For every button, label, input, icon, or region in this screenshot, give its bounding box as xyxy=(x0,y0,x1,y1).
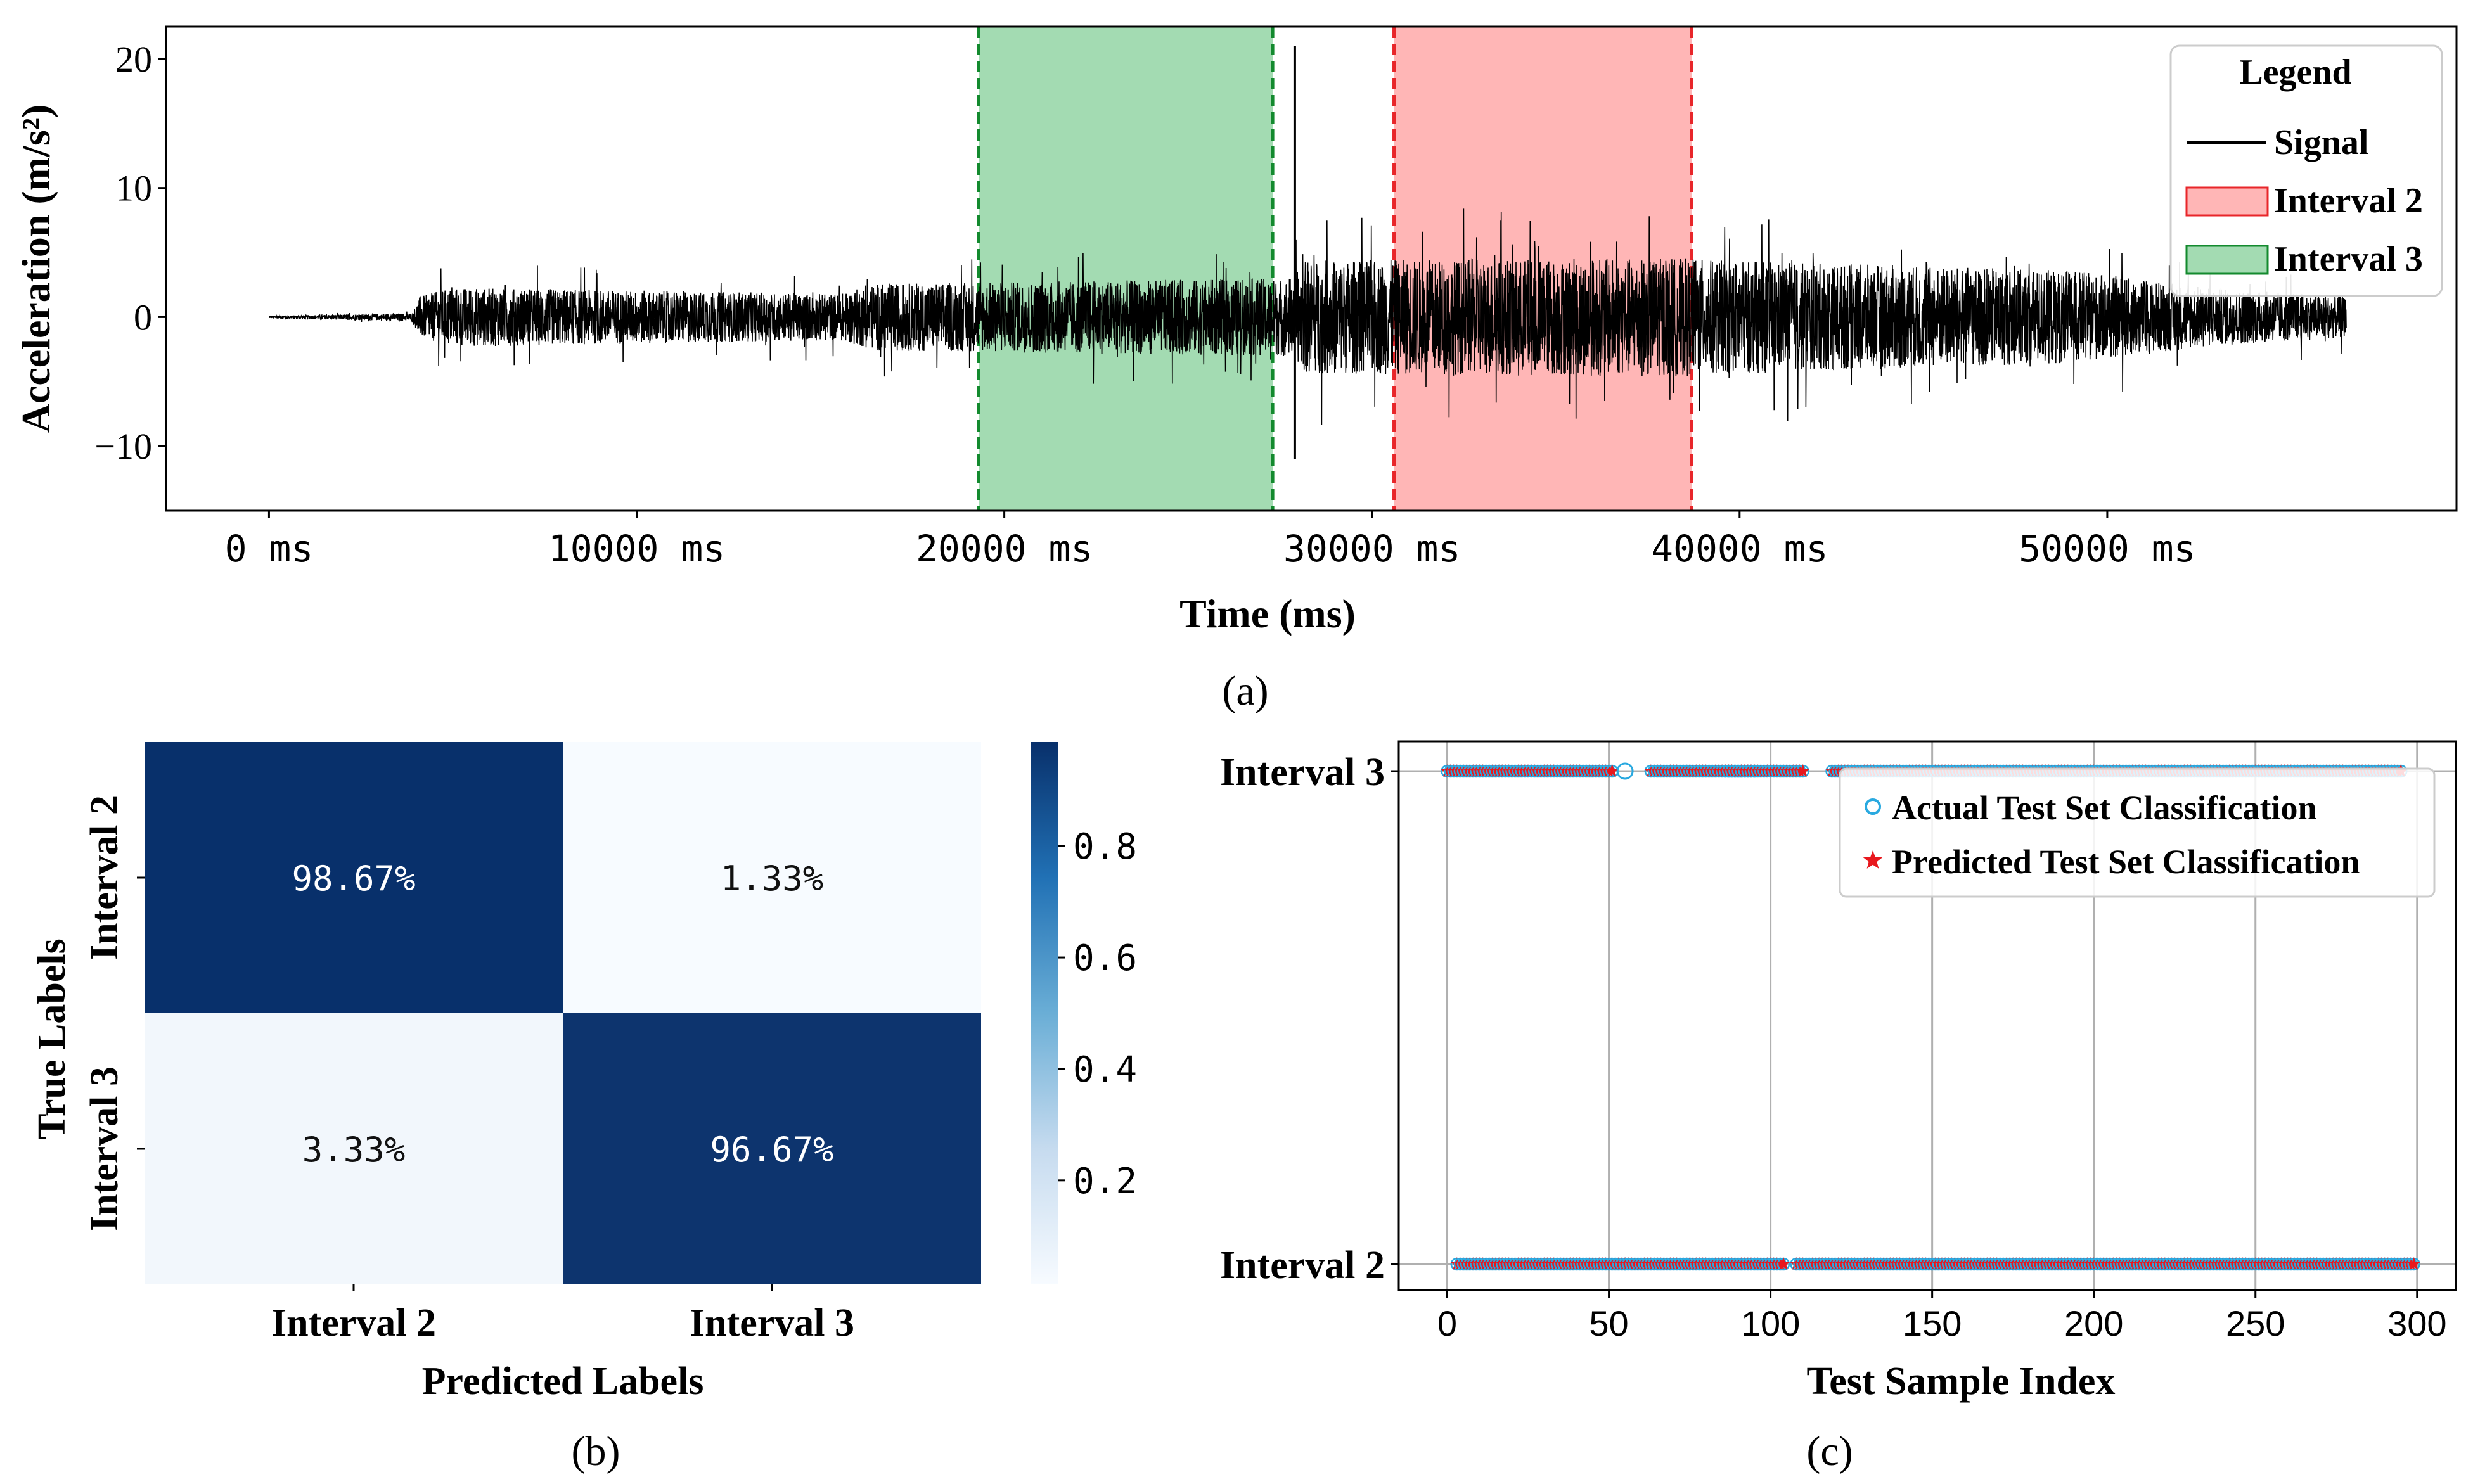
colorbar-ticks: 0.8 0.6 0.4 0.2 xyxy=(1058,826,1137,1202)
y-category-labels-b: Interval 2 Interval 3 xyxy=(83,795,145,1231)
heatmap-cell-label: 1.33% xyxy=(721,859,824,899)
x-axis-label-a: Time (ms) xyxy=(1179,591,1356,636)
legend-box xyxy=(2169,44,2443,297)
heatmap-cell-label: 98.67% xyxy=(292,859,415,899)
actual-point-outlier xyxy=(1616,762,1634,780)
interval-bands xyxy=(977,27,1693,511)
colorbar-tick-label: 0.2 xyxy=(1073,1161,1137,1202)
heatmap-cell xyxy=(563,1013,981,1284)
heatmap-cells: 98.67% 1.33% 3.33% 96.67% xyxy=(145,742,981,1284)
heatmap-cell xyxy=(563,742,981,1013)
predicted-point xyxy=(1605,764,1619,777)
x-tick-label-a: 40000 ms xyxy=(1651,527,1828,570)
colorbar xyxy=(1031,742,1058,1284)
legend-item-interval-2: Interval 2 xyxy=(2274,181,2423,221)
legend-c-box xyxy=(1839,767,2436,898)
y-tick-label-a: 0 xyxy=(134,297,152,338)
legend-item-predicted: Predicted Test Set Classification xyxy=(1892,843,2360,881)
y-category-labels-c: Interval 2 Interval 3 xyxy=(1220,751,1399,1287)
heatmap-cell xyxy=(145,1013,563,1284)
legend-a: Legend Signal Interval 2 Interval 3 xyxy=(2169,44,2443,297)
x-tick-label-c: 200 xyxy=(2064,1303,2123,1343)
plot-frame-a xyxy=(165,25,2458,512)
legend-item-actual: Actual Test Set Classification xyxy=(1892,789,2317,827)
heatmap-cell xyxy=(145,742,563,1013)
legend-interval-2-swatch xyxy=(2185,186,2269,217)
predicted-point xyxy=(1796,764,1810,777)
x-axis-label-b: Predicted Labels xyxy=(422,1360,704,1403)
caption-c: (c) xyxy=(1806,1428,1853,1474)
y-category-label-b: Interval 2 xyxy=(83,795,126,960)
y-category-label-c: Interval 2 xyxy=(1220,1244,1385,1287)
y-category-label-b: Interval 3 xyxy=(83,1066,126,1231)
y-tick-label-a: 10 xyxy=(115,168,152,209)
x-tick-label-c: 300 xyxy=(2387,1303,2446,1343)
x-tick-label-c: 250 xyxy=(2226,1303,2285,1343)
x-tick-label-c: 100 xyxy=(1741,1303,1800,1343)
legend-c: Actual Test Set Classification Predicted… xyxy=(1839,767,2436,898)
x-tick-label-a: 30000 ms xyxy=(1283,527,1460,570)
signal-trace xyxy=(269,46,2347,459)
x-category-label-b: Interval 3 xyxy=(690,1302,854,1345)
caption-b: (b) xyxy=(572,1428,620,1474)
y-axis-ticks-a: 20 10 0 −10 xyxy=(94,39,166,467)
predicted-point xyxy=(2407,1257,2421,1270)
y-axis-label-b: True Labels xyxy=(30,938,74,1139)
y-axis-label-a: Acceleration (m/s²) xyxy=(13,105,58,433)
x-axis-ticks-c: 0 50 100 150 200 250 300 xyxy=(1437,1290,2447,1343)
panel-a-signal-chart: 20 10 0 −10 0 ms 10000 ms 20000 ms 30000 ms 400… xyxy=(13,25,2458,714)
x-tick-label-a: 10000 ms xyxy=(548,527,725,570)
legend-star-shape xyxy=(1863,850,1883,869)
legend-actual-marker xyxy=(1865,798,1881,815)
colorbar-tick-label: 0.8 xyxy=(1073,826,1137,867)
interval-band xyxy=(1394,27,1692,511)
x-tick-label-a: 20000 ms xyxy=(916,527,1093,570)
legend-predicted-marker xyxy=(1863,850,1883,869)
legend-item-interval-3: Interval 3 xyxy=(2274,240,2423,279)
y-tick-label-a: −10 xyxy=(94,426,152,467)
x-tick-label-c: 50 xyxy=(1589,1303,1628,1343)
signal-line xyxy=(269,208,2347,425)
x-axis-label-c: Test Sample Index xyxy=(1807,1360,2116,1403)
colorbar-tick-label: 0.4 xyxy=(1073,1049,1137,1091)
caption-a: (a) xyxy=(1222,668,1268,714)
interval-band xyxy=(979,27,1273,511)
plot-frame-c xyxy=(1397,740,2457,1291)
x-category-label-b: Interval 2 xyxy=(271,1302,436,1345)
y-tick-label-a: 20 xyxy=(115,39,152,80)
predicted-point xyxy=(1776,1257,1790,1270)
legend-title: Legend xyxy=(2239,53,2351,92)
x-tick-label-c: 150 xyxy=(1903,1303,1962,1343)
heatmap-cell-label: 3.33% xyxy=(302,1130,406,1170)
panel-b-confusion-matrix: 98.67% 1.33% 3.33% 96.67% 0.8 0.6 0.4 0.2 Inte… xyxy=(30,742,1137,1474)
colorbar-tick-label: 0.6 xyxy=(1073,938,1137,979)
x-axis-ticks-a: 0 ms 10000 ms 20000 ms 30000 ms 40000 ms 5000… xyxy=(225,511,2196,570)
x-tick-label-c: 0 xyxy=(1437,1303,1457,1343)
x-category-labels-b: Interval 2 Interval 3 xyxy=(271,1284,854,1345)
x-tick-label-a: 50000 ms xyxy=(2019,527,2195,570)
y-category-label-c: Interval 3 xyxy=(1220,751,1385,794)
heatmap-cell-label: 96.67% xyxy=(710,1130,833,1170)
legend-item-signal: Signal xyxy=(2274,123,2368,162)
legend-interval-3-swatch xyxy=(2185,245,2269,275)
x-tick-label-a: 0 ms xyxy=(225,527,314,570)
